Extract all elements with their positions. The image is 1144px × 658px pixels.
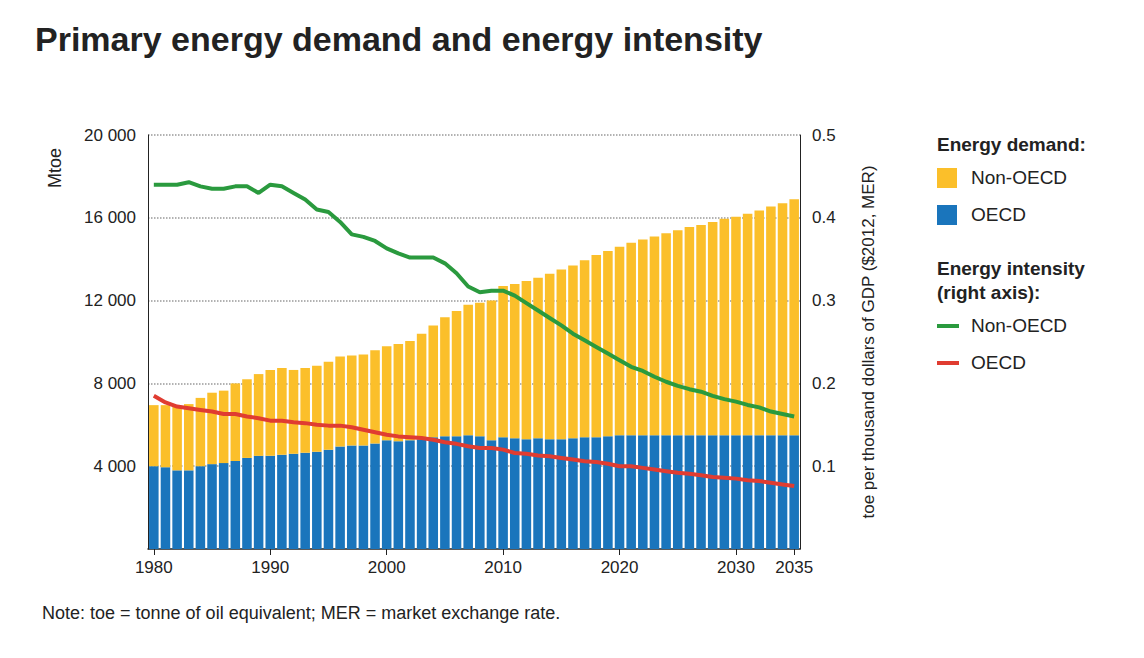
svg-text:2000: 2000 bbox=[368, 558, 406, 577]
svg-text:4 000: 4 000 bbox=[93, 457, 136, 476]
svg-text:2010: 2010 bbox=[484, 558, 522, 577]
svg-text:2020: 2020 bbox=[601, 558, 639, 577]
svg-text:0.4: 0.4 bbox=[812, 208, 836, 227]
svg-text:1980: 1980 bbox=[135, 558, 173, 577]
svg-text:2035: 2035 bbox=[775, 558, 813, 577]
svg-text:Note: toe = tonne of oil equiv: Note: toe = tonne of oil equivalent; MER… bbox=[42, 603, 560, 623]
svg-text:12 000: 12 000 bbox=[84, 291, 136, 310]
svg-text:1990: 1990 bbox=[251, 558, 289, 577]
svg-text:OECD: OECD bbox=[971, 204, 1026, 225]
svg-text:0.1: 0.1 bbox=[812, 457, 836, 476]
svg-text:2030: 2030 bbox=[717, 558, 755, 577]
svg-text:Non-OECD: Non-OECD bbox=[971, 167, 1067, 188]
svg-text:Non-OECD: Non-OECD bbox=[971, 315, 1067, 336]
svg-text:toe per thousand dollars of GD: toe per thousand dollars of GDP ($2012, … bbox=[859, 165, 878, 518]
svg-text:Energy demand:: Energy demand: bbox=[937, 134, 1086, 155]
svg-text:Energy intensity: Energy intensity bbox=[937, 258, 1090, 279]
svg-text:16 000: 16 000 bbox=[84, 208, 136, 227]
svg-text:Primary energy demand and ener: Primary energy demand and energy intensi… bbox=[35, 20, 763, 58]
svg-text:(right axis):: (right axis): bbox=[937, 282, 1040, 303]
svg-text:0.5: 0.5 bbox=[812, 126, 836, 145]
svg-text:Mtoe: Mtoe bbox=[45, 148, 65, 188]
svg-text:OECD: OECD bbox=[971, 352, 1026, 373]
svg-text:0.3: 0.3 bbox=[812, 291, 836, 310]
svg-text:8 000: 8 000 bbox=[93, 374, 136, 393]
svg-text:0.2: 0.2 bbox=[812, 374, 836, 393]
svg-text:20 000: 20 000 bbox=[84, 126, 136, 145]
